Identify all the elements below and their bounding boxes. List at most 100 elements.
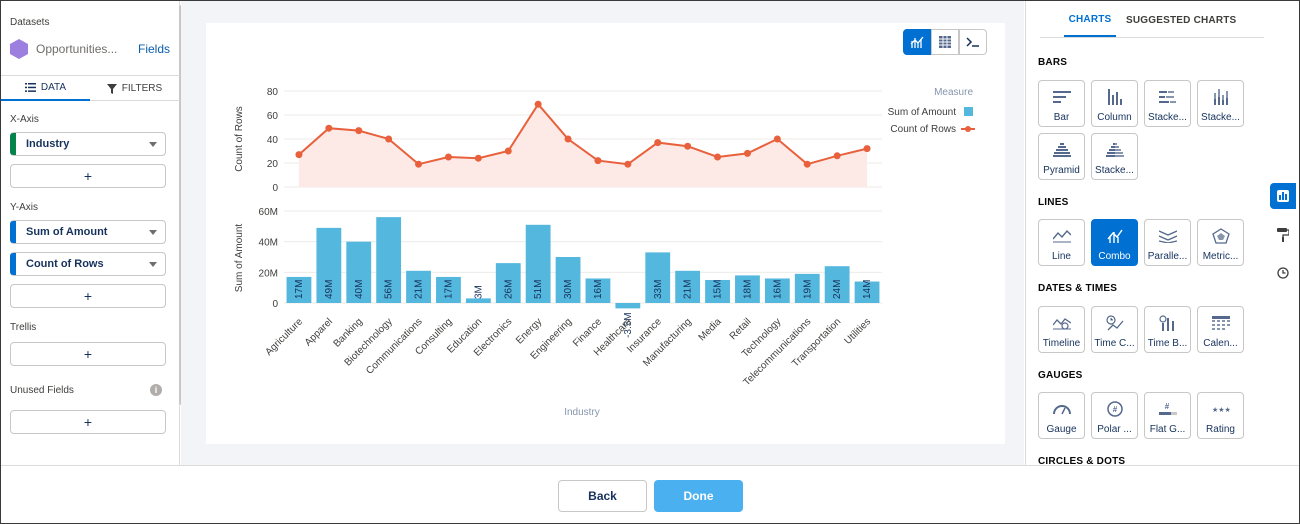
chart-tile-label: Metric... (1202, 251, 1239, 262)
tab-data[interactable]: DATA (1, 76, 90, 101)
y-tick-label: 20M (259, 268, 278, 279)
bar-data-label: 15M (713, 280, 724, 299)
format-rail-button[interactable] (1270, 222, 1296, 248)
chart-tile-flat-gauge[interactable]: # Flat G... (1144, 392, 1191, 439)
chart-tile-label: Line (1052, 251, 1071, 262)
chart-tile-label: Time B... (1147, 338, 1188, 349)
bar-data-label: 49M (324, 280, 335, 299)
y-axis-field-label: Sum of Amount (26, 226, 108, 238)
add-icon: + (83, 414, 93, 430)
info-icon[interactable]: i (150, 384, 162, 396)
chart-tile-pyramid[interactable]: Pyramid (1038, 133, 1085, 180)
chart-tile-label: Combo (1098, 251, 1131, 262)
chart-tile-label: Gauge (1046, 424, 1077, 435)
add-x-axis-button[interactable]: + (10, 164, 166, 188)
chart-tile-combo[interactable]: Combo (1091, 219, 1138, 266)
chart-tile-gauge[interactable]: Gauge (1038, 392, 1085, 439)
dataset-name[interactable]: Opportunities... (36, 42, 118, 56)
y-axis-field-pill[interactable]: Sum of Amount (10, 220, 166, 244)
line-point (504, 147, 512, 155)
x-tick-label: Apparel (303, 316, 335, 348)
chart-tile-calendar[interactable]: Calen... (1197, 306, 1244, 353)
dataset-row: Opportunities... Fields (10, 38, 170, 60)
chevron-down-icon[interactable] (149, 141, 157, 147)
bar-data-label: 56M (384, 280, 395, 299)
chart-tile-parallel[interactable]: Paralle... (1144, 219, 1191, 266)
chart-tile-column[interactable]: Column (1091, 80, 1138, 127)
tab-charts[interactable]: CHARTS (1064, 4, 1116, 37)
chart-tile-stacked-column[interactable]: Stacke... (1197, 80, 1244, 127)
add-unused-field-button[interactable]: + (10, 410, 166, 434)
pyramid-chart-icon (1052, 142, 1071, 157)
bar-data-label: 33M (653, 280, 664, 299)
drag-handle[interactable] (10, 221, 16, 243)
y-tick-label: 0 (272, 183, 278, 194)
y-axis-field-pill[interactable]: Count of Rows (10, 252, 166, 276)
chart-tile-time-bars[interactable]: Time B... (1144, 306, 1191, 353)
x-axis-field-pill[interactable]: Industry (10, 132, 166, 156)
bar (854, 281, 880, 303)
chart-tile-stacked-pyramid[interactable]: Stacke... (1091, 133, 1138, 180)
bar (495, 263, 521, 303)
add-y-axis-button[interactable]: + (10, 284, 166, 308)
bar-data-label: 14M (862, 280, 873, 299)
stacked-pyramid-icon (1105, 142, 1124, 157)
line-point (654, 139, 662, 147)
line-area-fill (298, 104, 868, 187)
chart-tile-bar[interactable]: Bar (1038, 80, 1085, 127)
left-tabs: DATA FILTERS (1, 75, 180, 101)
done-button[interactable]: Done (654, 480, 743, 512)
bar-data-label: 19M (802, 280, 813, 299)
chevron-down-icon[interactable] (149, 261, 157, 267)
drag-handle[interactable] (10, 253, 16, 275)
chart-tile-polar-gauge[interactable]: # Polar ... (1091, 392, 1138, 439)
flat-gauge-icon: # (1158, 402, 1177, 415)
bar (705, 280, 730, 303)
chart-tile-label: Timeline (1042, 338, 1081, 349)
bar (406, 270, 431, 303)
bar-data-label: 30M (563, 280, 574, 299)
chart-tile-metrics-radar[interactable]: Metric... (1197, 219, 1244, 266)
tab-filters[interactable]: FILTERS (90, 76, 179, 101)
paint-roller-icon (1277, 228, 1289, 242)
y-tick-label: 0 (272, 299, 278, 310)
chart-tile-rating[interactable]: ★★★ Rating (1197, 392, 1244, 439)
combo-chart-icon (1106, 229, 1123, 243)
tab-suggested-charts[interactable]: SUGGESTED CHARTS (1126, 4, 1236, 37)
chart-tile-label: Stacke... (1095, 165, 1134, 176)
line-point (385, 135, 393, 143)
chart-tile-time-compare[interactable]: Time C... (1091, 306, 1138, 353)
chart-type-rail-button[interactable] (1270, 183, 1296, 209)
chart-view-button[interactable] (903, 29, 931, 55)
calendar-heatmap-icon (1211, 315, 1230, 330)
right-tabs: CHARTS SUGGESTED CHARTS (1040, 4, 1264, 38)
drag-handle[interactable] (10, 133, 16, 155)
chart-tile-label: Polar ... (1097, 424, 1132, 435)
history-rail-button[interactable] (1270, 260, 1296, 286)
table-view-button[interactable] (931, 29, 959, 55)
section-dates-title: DATES & TIMES (1038, 283, 1118, 294)
fields-link[interactable]: Fields (137, 42, 170, 56)
query-view-button[interactable] (959, 29, 987, 55)
section-circles-title: CIRCLES & DOTS (1038, 456, 1126, 467)
unused-fields-label: Unused Fields (10, 385, 74, 396)
add-trellis-button[interactable]: + (10, 342, 166, 366)
bar-data-label: 21M (414, 280, 425, 299)
chart-tile-line[interactable]: Line (1038, 219, 1085, 266)
gauge-icon (1052, 404, 1071, 414)
y-axis-title: Sum of Amount (234, 224, 245, 293)
chart-tile-timeline[interactable]: Timeline (1038, 306, 1085, 353)
line-point (295, 151, 303, 159)
line-point (624, 160, 632, 168)
tab-filters-label: FILTERS (121, 83, 163, 94)
bar (585, 278, 611, 303)
back-button[interactable]: Back (558, 480, 647, 512)
filter-icon (106, 83, 117, 94)
time-compare-icon (1105, 314, 1123, 330)
bar (436, 276, 461, 303)
column-chart-icon (1107, 88, 1122, 105)
tab-charts-label: CHARTS (1068, 14, 1112, 25)
chart-icon (1277, 190, 1289, 202)
chevron-down-icon[interactable] (149, 229, 157, 235)
chart-tile-stacked-bar[interactable]: Stacke... (1144, 80, 1191, 127)
